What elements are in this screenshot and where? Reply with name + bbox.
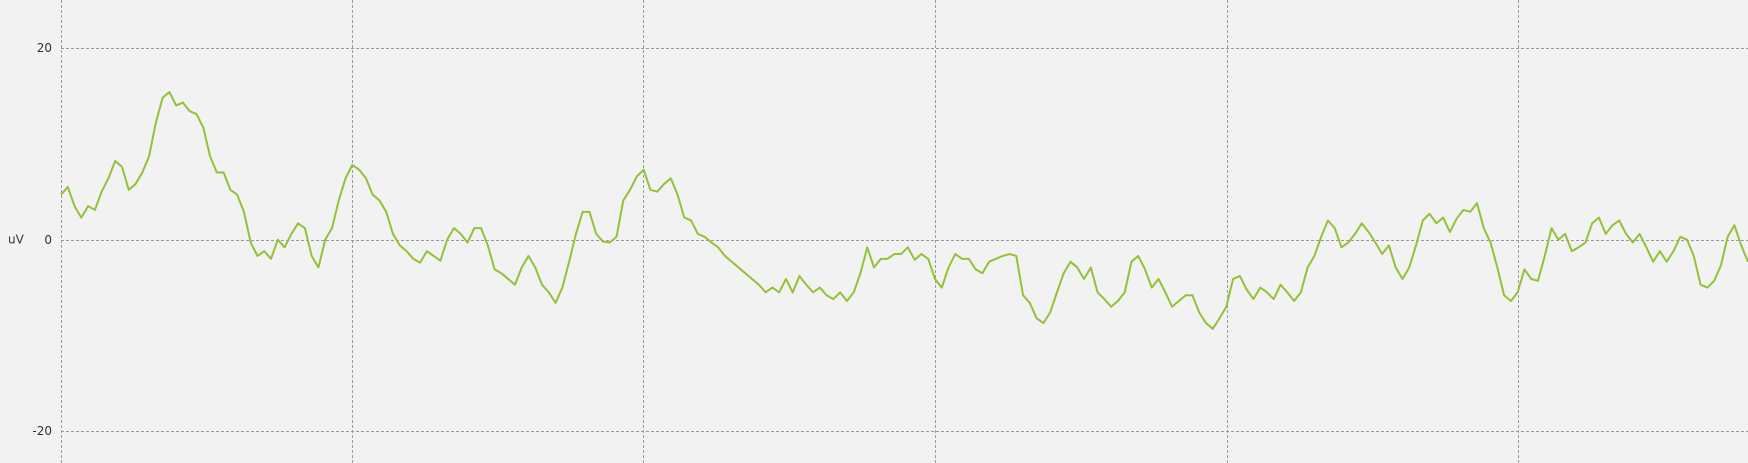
- vertical-grid: [61, 0, 1519, 463]
- y-tick-label: -20: [32, 424, 52, 438]
- y-tick-label: 0: [44, 233, 52, 247]
- y-tick-label: 20: [37, 41, 52, 55]
- line-series: [60, 91, 1748, 330]
- y-axis-label: uV: [8, 233, 25, 247]
